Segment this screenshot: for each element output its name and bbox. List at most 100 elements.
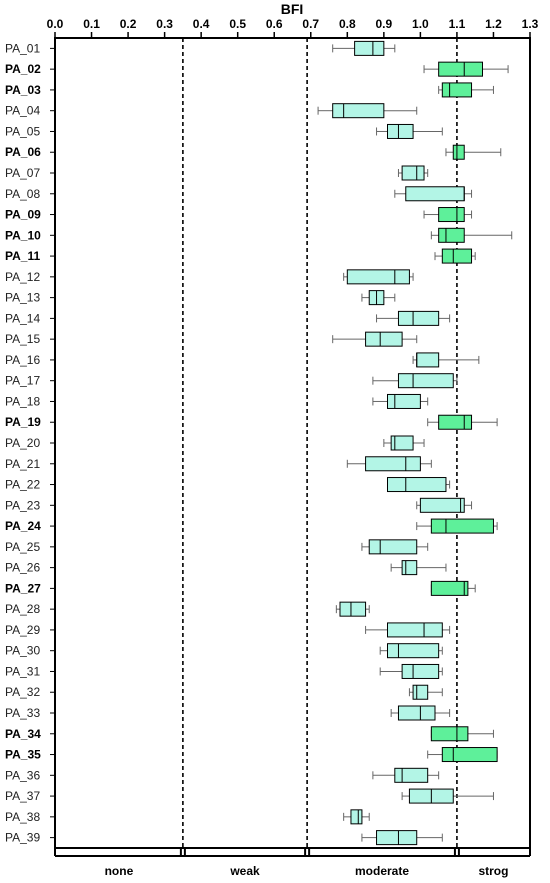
category-label: PA_26 — [5, 561, 40, 575]
box-pa-11 — [434, 248, 476, 264]
iqr-box — [430, 580, 469, 596]
box-pa-38 — [343, 809, 370, 825]
category-label: PA_25 — [5, 540, 40, 554]
category-label: PA_38 — [5, 810, 40, 824]
threshold-lines — [182, 38, 458, 848]
category-label: PA_02 — [5, 62, 41, 76]
category-label: PA_24 — [5, 519, 41, 533]
category-label: PA_29 — [5, 623, 40, 637]
box-pa-28 — [335, 601, 370, 617]
box-pa-13 — [361, 290, 396, 306]
x-tick-label: 0.6 — [266, 17, 283, 31]
box-pa-21 — [346, 456, 432, 472]
iqr-box — [441, 747, 498, 763]
box-pa-01 — [332, 40, 396, 56]
iqr-box — [401, 560, 418, 576]
category-label: PA_14 — [5, 311, 40, 325]
iqr-box — [397, 705, 436, 721]
box-pa-12 — [343, 269, 414, 285]
category-label: PA_11 — [5, 249, 40, 263]
box-series — [317, 40, 513, 846]
x-tick-label: 0.3 — [156, 17, 173, 31]
box-pa-30 — [379, 643, 443, 659]
iqr-box — [441, 248, 473, 264]
category-label: PA_15 — [5, 332, 40, 346]
box-pa-06 — [445, 144, 502, 160]
iqr-box — [401, 663, 440, 679]
iqr-box — [354, 40, 385, 56]
category-label: PA_18 — [5, 394, 40, 408]
band-label: none — [105, 864, 134, 878]
category-label: PA_32 — [5, 685, 40, 699]
category-label: PA_20 — [5, 436, 40, 450]
box-pa-03 — [438, 82, 494, 98]
iqr-box — [394, 767, 429, 783]
box-pa-27 — [430, 580, 476, 596]
category-label: PA_22 — [5, 478, 40, 492]
box-pa-16 — [412, 352, 480, 368]
iqr-box — [438, 61, 483, 77]
box-pa-02 — [423, 61, 509, 77]
iqr-box — [376, 830, 418, 846]
box-pa-04 — [317, 103, 418, 119]
iqr-box — [412, 684, 429, 700]
x-tick-label: 0.4 — [193, 17, 210, 31]
category-labels: PA_01 PA_02 PA_03 PA_04 PA_05 PA_06 PA_07 PA_08… — [5, 41, 55, 845]
x-tick-label: 1.2 — [485, 17, 502, 31]
category-label: PA_07 — [5, 166, 40, 180]
category-label: PA_13 — [5, 291, 40, 305]
x-axis: 0.0 0.1 0.2 0.3 0.4 0.5 0.6 0.7 0.8 0.9 1.0 1.1 1.2 1… — [47, 17, 539, 38]
x-tick-label: 0.9 — [376, 17, 393, 31]
iqr-box — [419, 497, 465, 513]
category-label: PA_17 — [5, 374, 40, 388]
box-pa-17 — [372, 373, 458, 389]
box-pa-08 — [394, 186, 473, 202]
box-pa-18 — [372, 393, 429, 409]
chart-title: BFI — [281, 1, 304, 17]
iqr-box — [368, 539, 418, 555]
iqr-box — [438, 414, 473, 430]
box-pa-29 — [365, 622, 451, 638]
iqr-box — [387, 123, 414, 139]
category-label: PA_03 — [5, 83, 41, 97]
x-tick-label: 0.5 — [229, 17, 246, 31]
box-pa-14 — [376, 310, 451, 326]
category-label: PA_06 — [5, 145, 41, 159]
x-tick-label: 0.0 — [47, 17, 64, 31]
iqr-box — [387, 393, 421, 409]
iqr-box — [416, 352, 440, 368]
category-label: PA_35 — [5, 748, 41, 762]
category-label: PA_30 — [5, 644, 40, 658]
x-tick-label: 0.8 — [339, 17, 356, 31]
box-pa-07 — [397, 165, 429, 181]
category-label: PA_12 — [5, 270, 40, 284]
iqr-box — [430, 726, 469, 742]
iqr-box — [390, 435, 414, 451]
box-pa-09 — [423, 207, 473, 223]
category-label: PA_33 — [5, 706, 40, 720]
x-tick-label: 0.2 — [120, 17, 137, 31]
category-label: PA_23 — [5, 498, 40, 512]
box-pa-36 — [372, 767, 440, 783]
box-pa-26 — [390, 560, 447, 576]
iqr-box — [405, 186, 465, 202]
box-pa-39 — [361, 830, 443, 846]
box-pa-25 — [361, 539, 429, 555]
box-pa-22 — [387, 477, 451, 493]
box-pa-24 — [416, 518, 498, 534]
band-label: strog — [478, 864, 508, 878]
iqr-box — [332, 103, 385, 119]
category-label: PA_37 — [5, 789, 40, 803]
iqr-box — [430, 518, 494, 534]
category-label: PA_39 — [5, 831, 40, 845]
iqr-box — [397, 373, 454, 389]
category-label: PA_09 — [5, 208, 41, 222]
band-label: moderate — [355, 864, 409, 878]
category-label: PA_16 — [5, 353, 40, 367]
box-pa-23 — [416, 497, 473, 513]
x-tick-label: 1.0 — [412, 17, 429, 31]
box-pa-10 — [430, 227, 513, 243]
x-tick-label: 0.1 — [83, 17, 100, 31]
box-pa-33 — [390, 705, 451, 721]
